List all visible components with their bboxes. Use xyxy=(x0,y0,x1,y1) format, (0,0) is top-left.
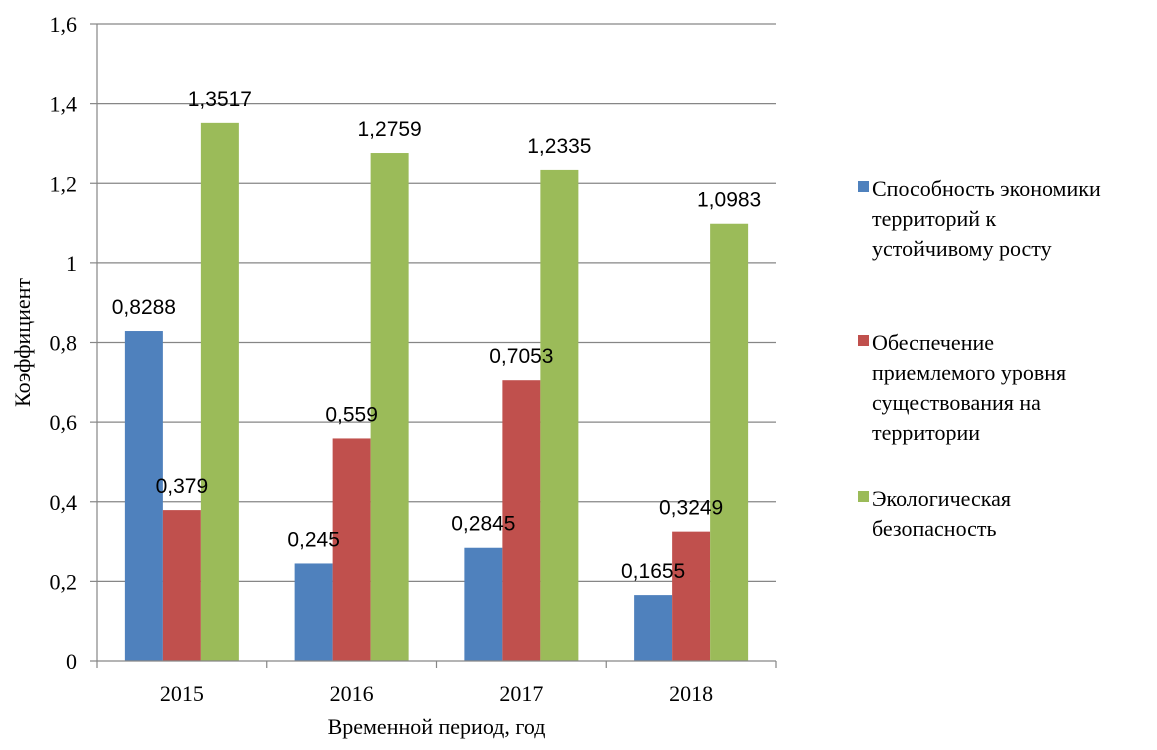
legend-swatch xyxy=(858,335,869,346)
bar xyxy=(502,380,541,661)
legend: Способность экономики территорий к устойчи… xyxy=(858,176,1101,541)
bar xyxy=(464,547,503,661)
axes: 0 0,2 0,4 0,6 0,8 1 1,2 1,4 1,6 2015 2016 2017 2018 xyxy=(50,12,777,706)
data-label: 0,379 xyxy=(156,475,209,498)
data-label: 0,7053 xyxy=(489,345,553,368)
data-label: 0,8288 xyxy=(112,296,176,319)
y-tick-label: 0,8 xyxy=(50,331,78,356)
data-label: 1,2759 xyxy=(358,118,422,141)
x-tick-label: 2016 xyxy=(330,681,374,706)
y-tick-label: 1,2 xyxy=(50,171,78,196)
legend-label: Экологическая xyxy=(872,486,1011,511)
data-labels: 0,8288 0,245 0,2845 0,1655 0,379 0,559 0,7053 0… xyxy=(112,88,761,583)
legend-swatch xyxy=(858,491,869,502)
legend-label: безопасность xyxy=(872,516,997,541)
y-axis-title: Коэффициент xyxy=(10,278,35,407)
data-label: 1,2335 xyxy=(527,135,591,158)
data-label: 0,559 xyxy=(325,403,378,426)
bar xyxy=(124,331,163,661)
legend-label: устойчивому росту xyxy=(872,236,1052,261)
y-tick-label: 1,4 xyxy=(50,92,78,117)
y-tick-label: 0,2 xyxy=(50,569,78,594)
data-label: 0,3249 xyxy=(659,497,723,520)
legend-label: существования на xyxy=(872,390,1041,415)
data-label: 1,3517 xyxy=(188,88,252,111)
bar xyxy=(332,438,371,661)
y-tick-label: 1 xyxy=(66,251,77,276)
bar xyxy=(672,531,711,661)
x-tick-label: 2015 xyxy=(160,681,204,706)
y-tick-label: 0,6 xyxy=(50,410,78,435)
bars xyxy=(124,122,749,662)
bar xyxy=(162,510,201,661)
bar xyxy=(634,595,673,661)
bar xyxy=(540,169,579,661)
y-tick-label: 0 xyxy=(66,649,77,674)
bar xyxy=(370,153,409,661)
x-tick-label: 2018 xyxy=(669,681,713,706)
legend-swatch xyxy=(858,181,869,192)
data-label: 0,1655 xyxy=(621,560,685,583)
legend-label: Обеспечение xyxy=(872,330,994,355)
legend-label: территорий к xyxy=(872,206,997,231)
legend-label: приемлемого уровня xyxy=(872,360,1066,385)
legend-label: Способность экономики xyxy=(872,176,1101,201)
data-label: 1,0983 xyxy=(697,189,761,212)
bar xyxy=(294,563,333,661)
y-tick-label: 1,6 xyxy=(50,12,78,37)
data-label: 0,2845 xyxy=(451,513,515,536)
legend-label: территории xyxy=(872,420,980,445)
data-label: 0,245 xyxy=(287,528,340,551)
x-axis-title: Временной период, год xyxy=(328,714,546,739)
x-tick-label: 2017 xyxy=(499,681,543,706)
y-tick-label: 0,4 xyxy=(50,490,78,515)
bar xyxy=(200,122,239,662)
bar xyxy=(710,223,749,661)
